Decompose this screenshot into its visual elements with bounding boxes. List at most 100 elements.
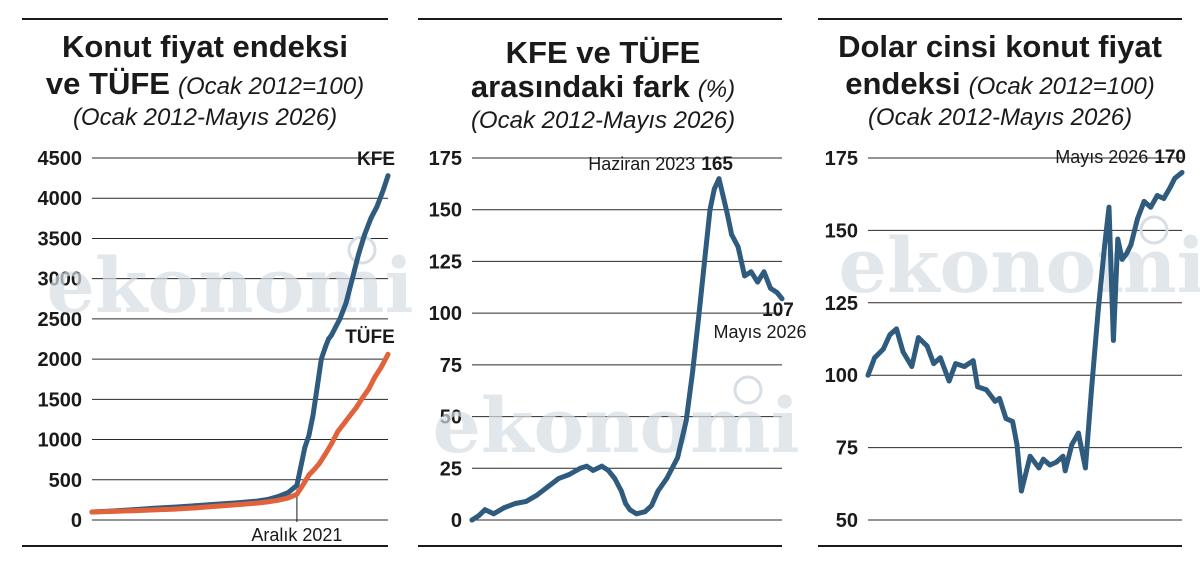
y-tick-label: 0	[71, 510, 82, 532]
y-tick-label: 125	[825, 293, 858, 315]
data-point	[512, 501, 518, 506]
data-point	[707, 207, 713, 213]
data-point	[335, 429, 341, 434]
end-value: 107	[762, 300, 794, 321]
y-tick-label: 1500	[38, 389, 83, 411]
data-point	[275, 497, 281, 503]
data-point	[924, 343, 930, 349]
data-point	[300, 483, 306, 488]
y-tick-label: 3000	[38, 269, 83, 291]
series-line-2	[89, 351, 391, 515]
data-point	[1069, 442, 1075, 448]
watermark-globe-icon	[1139, 215, 1169, 245]
data-point	[1128, 242, 1134, 248]
data-point	[366, 386, 372, 392]
data-point	[768, 285, 773, 291]
y-tick-label: 50	[440, 407, 462, 429]
data-point	[909, 364, 915, 369]
watermark-text: ekonomi	[433, 381, 800, 470]
data-point	[655, 488, 661, 494]
data-point	[329, 332, 334, 338]
y-tick-label: 1000	[38, 430, 83, 452]
data-point	[1141, 199, 1147, 204]
chart-title-line1: KFE ve TÜFE	[506, 35, 701, 70]
chart-title-line2: ve TÜFE (Ocak 2012=100)	[46, 66, 364, 101]
y-tick-label: 2000	[38, 349, 83, 371]
data-point	[975, 384, 980, 390]
data-point	[1095, 309, 1101, 314]
data-point	[151, 507, 157, 513]
data-point	[360, 395, 365, 401]
data-point	[1179, 170, 1185, 175]
data-point	[1060, 453, 1066, 459]
data-point	[983, 387, 989, 393]
data-point	[1106, 204, 1112, 210]
chart-title-line2-main: arasındaki fark	[471, 69, 691, 104]
data-point	[491, 511, 496, 517]
data-point	[110, 509, 116, 514]
data-point	[1124, 251, 1129, 256]
data-point	[953, 361, 958, 366]
y-tick-label: 0	[451, 510, 462, 532]
data-point	[1115, 236, 1121, 242]
y-tick-label: 150	[429, 200, 462, 222]
data-point	[683, 418, 689, 424]
y-tick-label: 75	[440, 355, 462, 377]
data-point	[356, 252, 361, 257]
data-point	[362, 232, 368, 237]
data-point	[316, 461, 322, 467]
watermark-globe-icon	[733, 375, 763, 405]
data-point	[584, 463, 590, 469]
data-point	[469, 517, 475, 523]
data-point	[1019, 488, 1024, 494]
data-point	[623, 501, 628, 506]
data-point	[690, 368, 696, 374]
data-point	[1154, 193, 1160, 199]
chart-title-italic: (Ocak 2012=100)	[178, 73, 364, 100]
data-point	[872, 355, 877, 361]
data-point	[931, 361, 937, 366]
chart-title-line2: arasındaki fark (%)	[471, 69, 735, 104]
data-point	[1003, 416, 1009, 421]
chart-title-line1: Dolar cinsi konut fiyat	[838, 29, 1162, 64]
data-point	[1102, 242, 1108, 248]
data-point	[748, 269, 754, 275]
data-point	[298, 465, 303, 471]
data-point	[937, 355, 943, 361]
data-point	[385, 351, 391, 357]
data-point	[534, 492, 540, 498]
data-point	[318, 356, 324, 362]
data-point	[720, 192, 726, 198]
data-point	[970, 358, 976, 364]
data-point	[545, 484, 551, 490]
data-point	[649, 503, 654, 508]
data-point	[696, 310, 702, 316]
data-point	[605, 468, 611, 473]
end-label: Mayıs 2026	[1055, 147, 1148, 167]
data-point	[294, 483, 300, 488]
peak-label: Haziran 2023	[588, 154, 695, 174]
y-tick-label: 500	[49, 470, 82, 492]
data-point	[333, 324, 339, 330]
data-point	[306, 472, 312, 478]
watermark-text: ekonomi	[839, 221, 1200, 310]
y-tick-label: 75	[836, 438, 858, 460]
data-point	[323, 344, 328, 350]
data-point	[172, 506, 178, 512]
data-point	[310, 413, 316, 418]
vline-label: Aralık 2021	[251, 525, 342, 545]
data-point	[577, 465, 583, 471]
y-tick-label: 2500	[38, 309, 83, 331]
chart-title-italic: (Ocak 2012=100)	[969, 73, 1155, 100]
data-point	[354, 405, 359, 410]
chart-title-line1: Konut fiyat endeksi	[62, 29, 348, 64]
data-point	[865, 372, 871, 378]
data-point	[213, 503, 219, 509]
data-point	[962, 364, 967, 369]
y-tick-label: 100	[825, 365, 858, 387]
data-point	[742, 273, 747, 279]
y-tick-label: 175	[429, 148, 462, 170]
data-point	[1054, 459, 1059, 465]
data-point	[1089, 387, 1094, 393]
